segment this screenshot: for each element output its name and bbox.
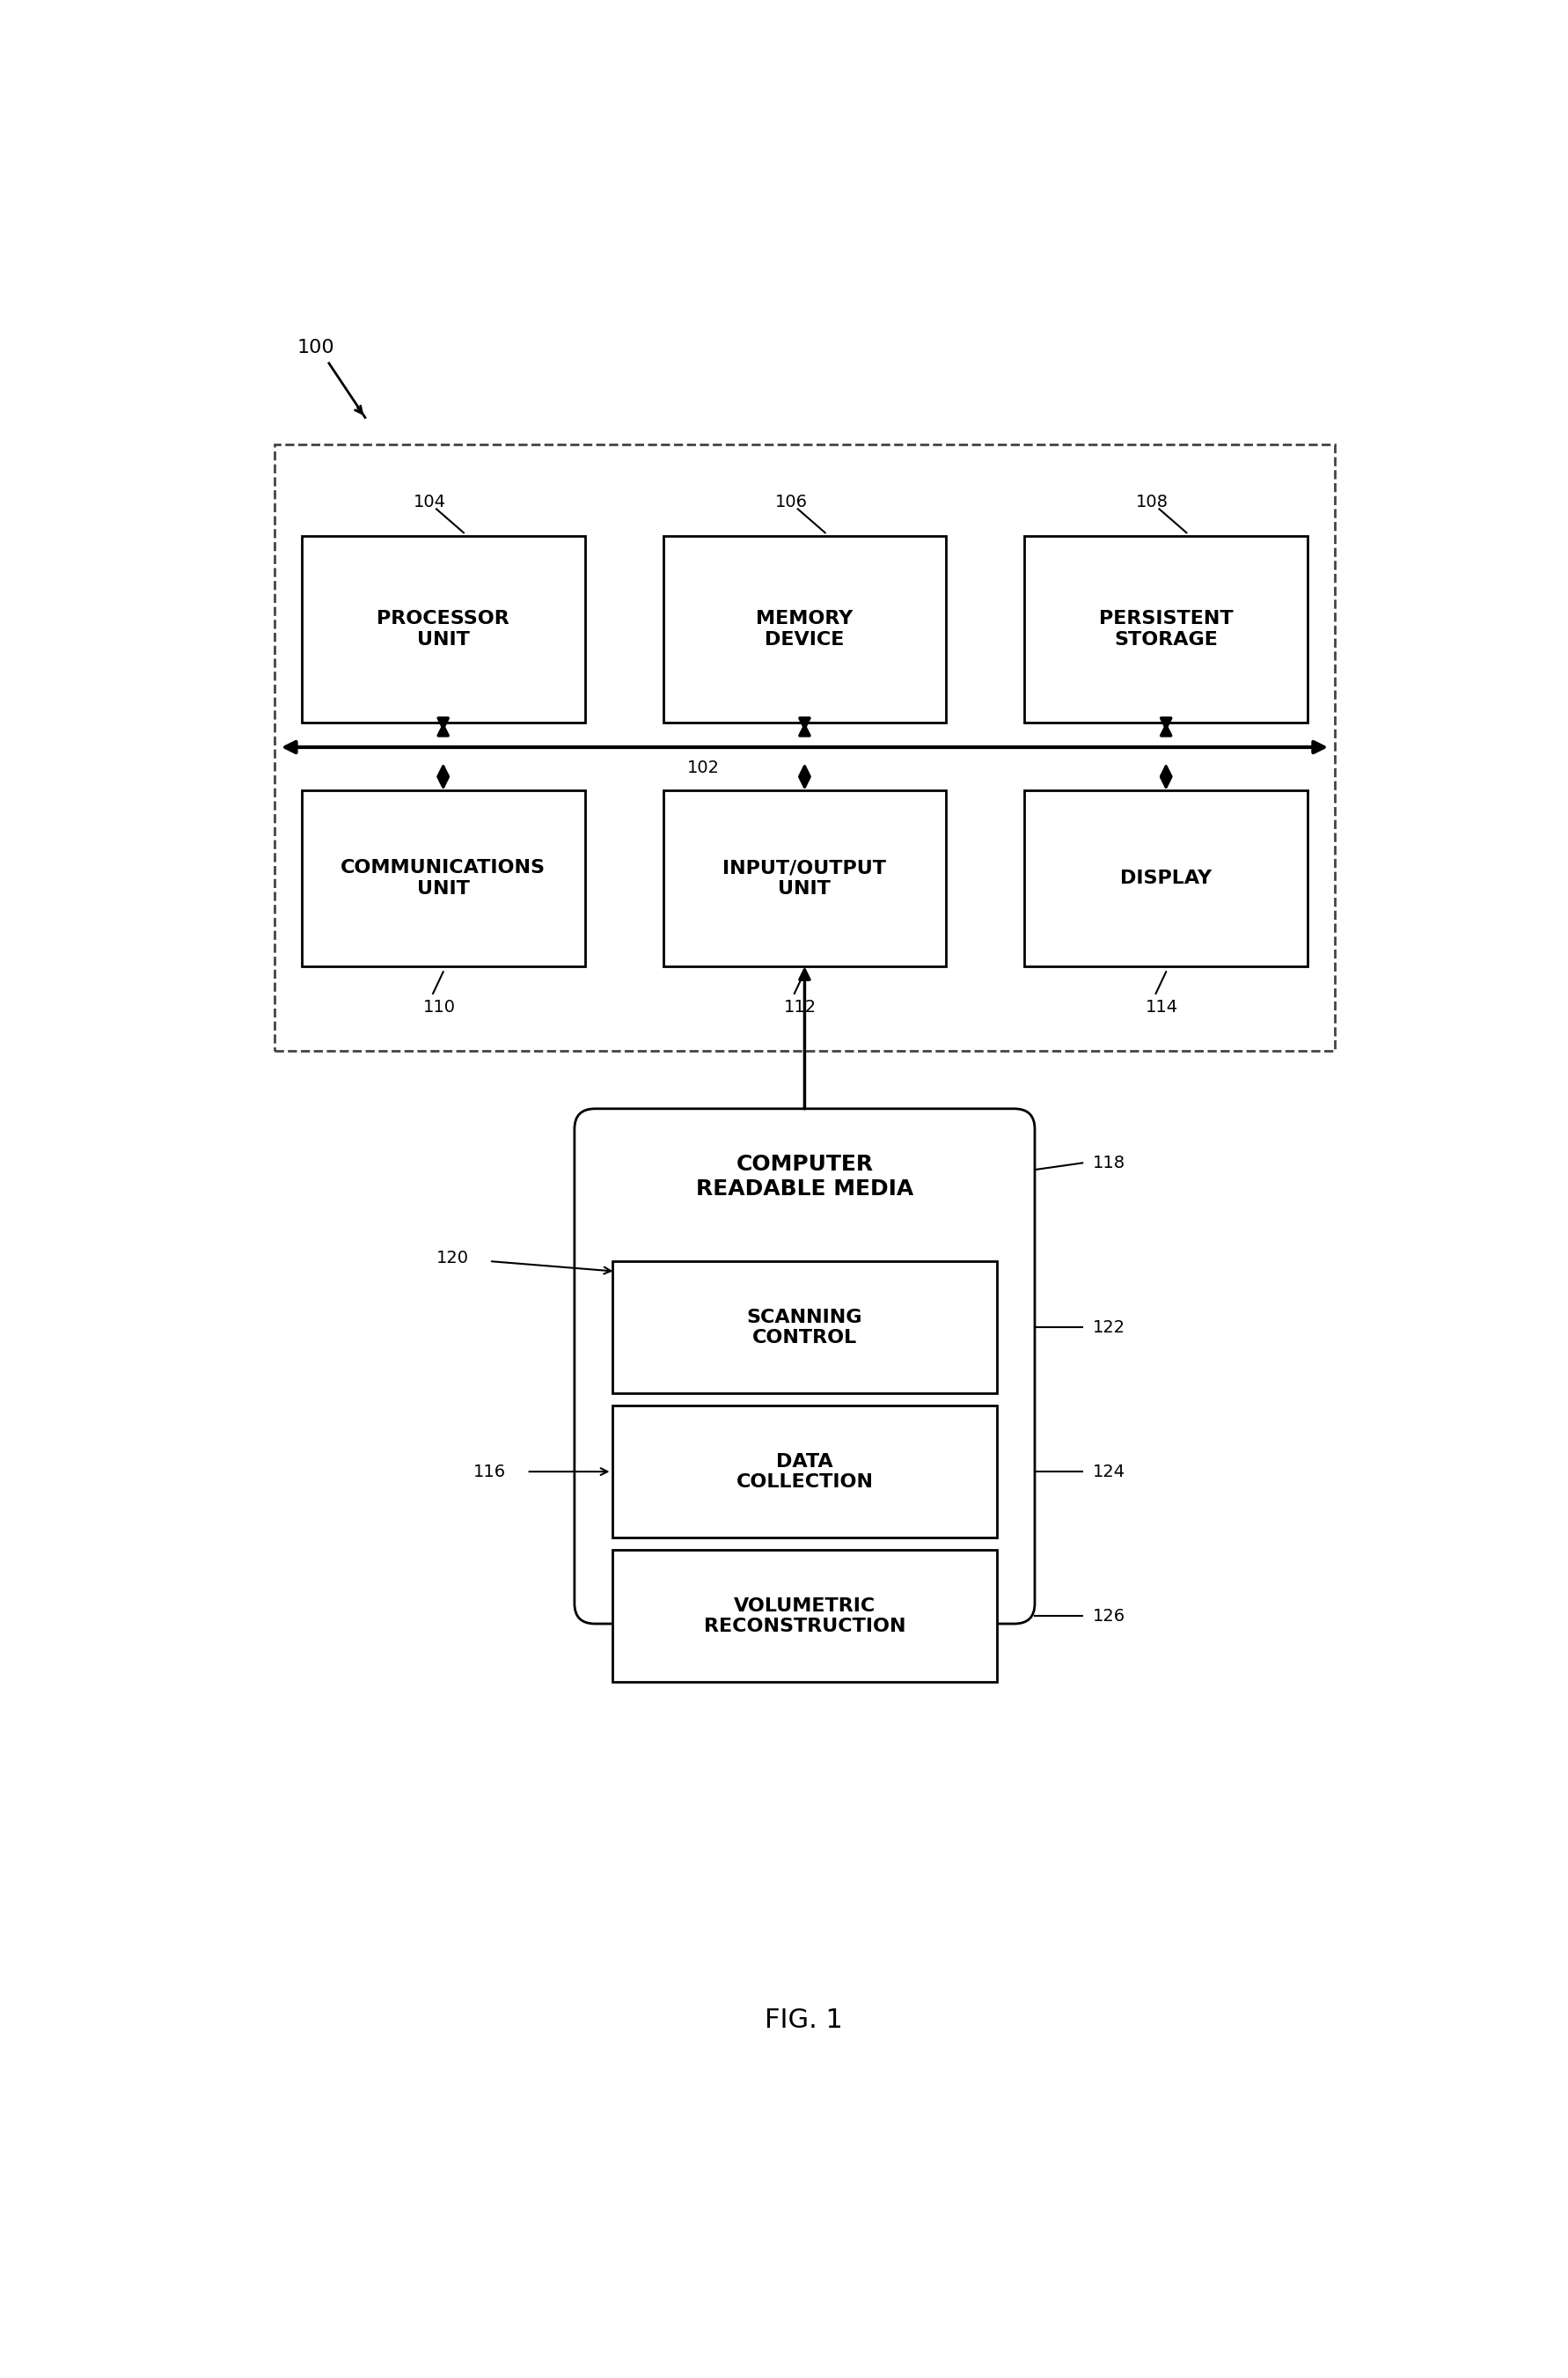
Bar [1024, 789, 1308, 965]
Text: SCANNING
CONTROL: SCANNING CONTROL [746, 1308, 862, 1346]
Text: 110: 110 [423, 999, 455, 1015]
Bar [612, 1260, 997, 1394]
Text: VOLUMETRIC
RECONSTRUCTION: VOLUMETRIC RECONSTRUCTION [704, 1598, 906, 1636]
Text: COMMUNICATIONS
UNIT: COMMUNICATIONS UNIT [340, 858, 546, 897]
Bar [612, 1405, 997, 1539]
Text: 114: 114 [1146, 999, 1178, 1015]
Text: PERSISTENT
STORAGE: PERSISTENT STORAGE [1099, 611, 1232, 649]
Text: 112: 112 [784, 999, 817, 1015]
Text: 102: 102 [687, 759, 720, 775]
Text: INPUT/OUTPUT
UNIT: INPUT/OUTPUT UNIT [723, 858, 886, 897]
Text: 116: 116 [474, 1462, 506, 1479]
Bar [663, 535, 946, 723]
Text: PROCESSOR
UNIT: PROCESSOR UNIT [376, 611, 510, 649]
Text: COMPUTER
READABLE MEDIA: COMPUTER READABLE MEDIA [696, 1153, 914, 1199]
Text: DATA
COLLECTION: DATA COLLECTION [735, 1453, 873, 1491]
Bar [301, 789, 585, 965]
Text: DISPLAY: DISPLAY [1120, 870, 1212, 887]
Bar [612, 1550, 997, 1681]
Text: 104: 104 [414, 495, 445, 511]
FancyBboxPatch shape [574, 1108, 1035, 1624]
Text: 108: 108 [1137, 495, 1168, 511]
Bar [663, 789, 946, 965]
Text: FIG. 1: FIG. 1 [765, 2007, 842, 2033]
Text: 100: 100 [296, 340, 334, 357]
Text: 122: 122 [1093, 1320, 1126, 1336]
Text: 118: 118 [1093, 1156, 1126, 1172]
Text: 120: 120 [436, 1248, 469, 1265]
Text: 106: 106 [775, 495, 808, 511]
Bar [301, 535, 585, 723]
Text: 124: 124 [1093, 1462, 1126, 1479]
Text: 126: 126 [1093, 1608, 1126, 1624]
Text: MEMORY
DEVICE: MEMORY DEVICE [756, 611, 853, 649]
Bar [1024, 535, 1308, 723]
Bar [274, 445, 1334, 1051]
